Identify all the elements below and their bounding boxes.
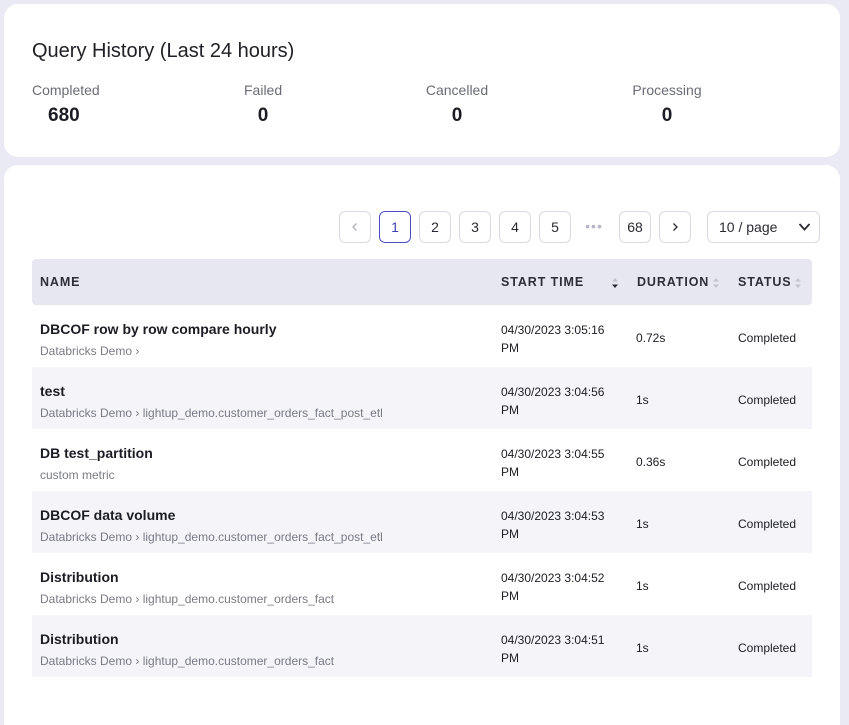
page-button-2[interactable]: 2	[419, 211, 451, 243]
start-time: 04/30/2023 3:04:52 PM	[501, 571, 605, 603]
column-header-start-time[interactable]: START TIME	[501, 275, 585, 289]
duration: 1s	[636, 579, 649, 593]
chevron-right-icon	[673, 223, 678, 231]
duration: 1s	[636, 393, 649, 407]
stat-processing: Processing 0	[632, 82, 702, 127]
duration: 0.72s	[636, 331, 666, 345]
start-time: 04/30/2023 3:04:51 PM	[501, 633, 605, 665]
query-name[interactable]: DBCOF row by row compare hourly	[40, 321, 277, 337]
stat-value: 0	[661, 105, 673, 126]
table-row[interactable]: Distribution Databricks Demo › lightup_d…	[32, 615, 812, 677]
table-row[interactable]: DBCOF row by row compare hourly Databric…	[32, 305, 812, 367]
page-button-3[interactable]: 3	[459, 211, 491, 243]
query-name[interactable]: DB test_partition	[40, 445, 153, 461]
stat-label: Processing	[632, 82, 702, 98]
status: Completed	[738, 517, 797, 531]
stat-label: Failed	[244, 82, 283, 98]
page-button-5[interactable]: 5	[539, 211, 571, 243]
sort-icon[interactable]	[611, 277, 619, 289]
query-path: custom metric	[40, 468, 115, 482]
query-path: Databricks Demo › lightup_demo.customer_…	[40, 592, 335, 606]
start-time: 04/30/2023 3:05:16 PM	[501, 323, 605, 355]
chevron-down-icon	[798, 223, 811, 231]
query-path: Databricks Demo ›	[40, 344, 140, 358]
duration: 1s	[636, 517, 649, 531]
sort-icon[interactable]	[712, 277, 720, 289]
duration: 1s	[636, 641, 649, 655]
column-header-duration[interactable]: DURATION	[637, 275, 710, 289]
status: Completed	[738, 393, 797, 407]
column-header-status[interactable]: STATUS	[738, 275, 792, 289]
page-ellipsis[interactable]: •••	[585, 218, 603, 234]
start-time: 04/30/2023 3:04:56 PM	[501, 385, 605, 417]
page-size-value: 10 / page	[719, 219, 778, 235]
page-button-4[interactable]: 4	[499, 211, 531, 243]
query-name[interactable]: test	[40, 383, 65, 399]
column-header-name[interactable]: NAME	[40, 275, 81, 289]
query-name[interactable]: DBCOF data volume	[40, 507, 176, 523]
page-button-last[interactable]: 68	[619, 211, 651, 243]
query-summary-card: Query History (Last 24 hours) Completed …	[4, 4, 840, 157]
stat-failed: Failed 0	[244, 82, 282, 127]
stat-completed: Completed 680	[32, 82, 100, 127]
table-row[interactable]: DB test_partition custom metric 04/30/20…	[32, 429, 812, 491]
query-name[interactable]: Distribution	[40, 569, 119, 585]
table-row[interactable]: DBCOF data volume Databricks Demo › ligh…	[32, 491, 812, 553]
query-path: Databricks Demo › lightup_demo.customer_…	[40, 530, 383, 544]
page-size-select[interactable]: 10 / page	[707, 211, 820, 243]
stat-value: 0	[257, 105, 269, 126]
query-path: Databricks Demo › lightup_demo.customer_…	[40, 406, 383, 420]
duration: 0.36s	[636, 455, 666, 469]
query-name[interactable]: Distribution	[40, 631, 119, 647]
status: Completed	[738, 331, 797, 345]
page-title: Query History (Last 24 hours)	[32, 40, 295, 62]
table-row[interactable]: Distribution Databricks Demo › lightup_d…	[32, 553, 812, 615]
start-time: 04/30/2023 3:04:55 PM	[501, 447, 605, 479]
table-header: NAME START TIME DURATION STATUS	[32, 259, 812, 305]
page-button-1[interactable]: 1	[379, 211, 411, 243]
chevron-left-icon	[352, 223, 357, 231]
next-page-button[interactable]	[659, 211, 691, 243]
query-list-card: 1 2 3 4 5 ••• 68 10 / page NAME START TI…	[4, 165, 840, 725]
status: Completed	[738, 455, 797, 469]
stat-value: 680	[48, 105, 80, 126]
stat-value: 0	[451, 105, 463, 126]
start-time: 04/30/2023 3:04:53 PM	[501, 509, 605, 541]
status: Completed	[738, 641, 797, 655]
stat-label: Cancelled	[425, 82, 489, 98]
sort-icon[interactable]	[794, 277, 802, 289]
query-path: Databricks Demo › lightup_demo.customer_…	[40, 654, 335, 668]
table-row[interactable]: test Databricks Demo › lightup_demo.cust…	[32, 367, 812, 429]
stat-label: Completed	[32, 82, 100, 98]
status: Completed	[738, 579, 797, 593]
prev-page-button[interactable]	[339, 211, 371, 243]
stat-cancelled: Cancelled 0	[425, 82, 489, 127]
